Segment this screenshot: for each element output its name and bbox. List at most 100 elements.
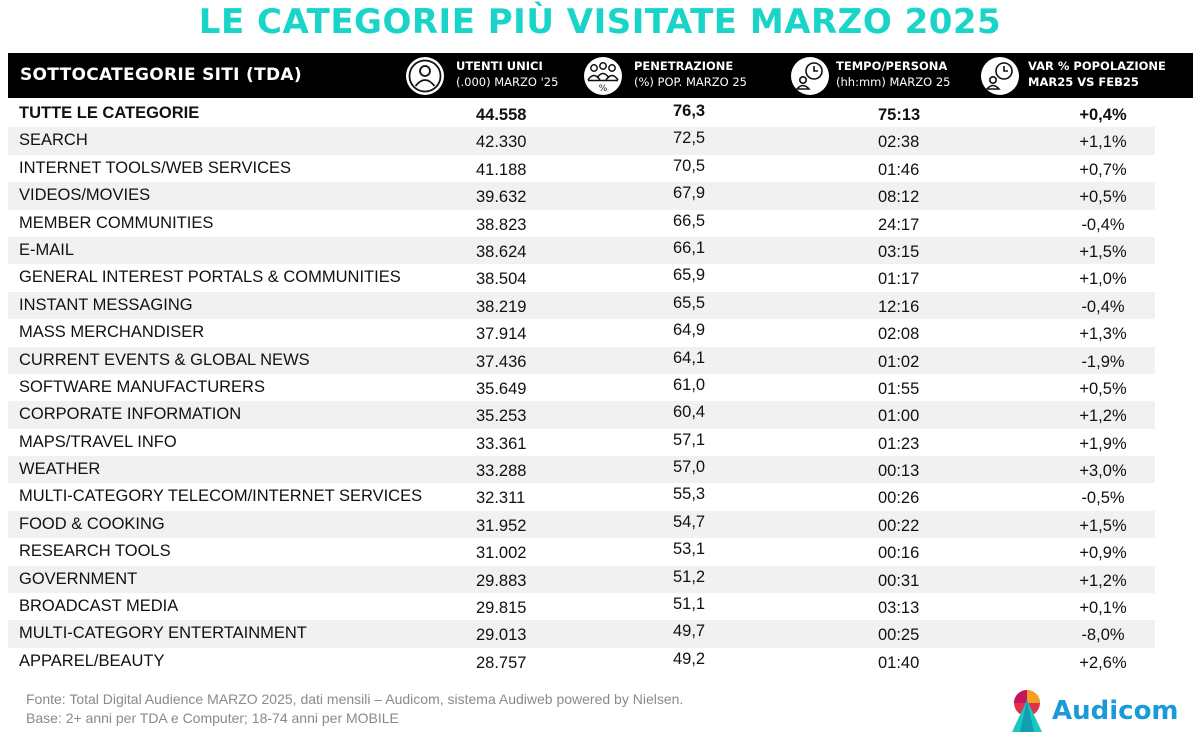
penetration: 57,1 [673, 430, 706, 449]
penetration: 65,5 [673, 293, 706, 312]
population-variation: +2,6% [1079, 653, 1127, 672]
time-per-person: 01:55 [878, 379, 920, 398]
population-variation: +0,9% [1079, 544, 1127, 563]
time-per-person: 00:31 [878, 571, 920, 590]
table-row: SEARCH 42.330 72,5 02:38 +1,1% [8, 127, 1155, 155]
population-variation: +0,7% [1079, 160, 1127, 179]
category-name: BROADCAST MEDIA [19, 597, 179, 616]
table-row: INSTANT MESSAGING 38.219 65,5 12:16 -0,4% [8, 291, 1155, 320]
unique-users: 41.188 [476, 160, 527, 179]
penetration: 60,4 [673, 403, 706, 422]
category-name: SOFTWARE MANUFACTURERS [19, 377, 265, 396]
unique-users: 28.757 [476, 653, 527, 672]
penetration: 55,3 [673, 485, 706, 504]
table-row: GENERAL INTEREST PORTALS & COMMUNITIES 38… [8, 264, 1155, 291]
category-name: VIDEOS/MOVIES [19, 186, 151, 205]
population-variation: +1,2% [1079, 571, 1127, 590]
penetration: 72,5 [673, 129, 706, 148]
category-name: MASS MERCHANDISER [19, 323, 205, 342]
unique-users: 38.219 [476, 297, 527, 316]
category-name: GOVERNMENT [19, 569, 138, 588]
page-title: LE CATEGORIE PIÙ VISITATE MARZO 2025 [198, 2, 1002, 42]
population-variation: +0,1% [1079, 599, 1127, 618]
table-row: APPAREL/BEAUTY 28.757 49,2 01:40 +2,6% [8, 648, 1155, 675]
population-variation: +1,5% [1079, 516, 1127, 535]
table-row: TUTTE LE CATEGORIE 44.558 76,3 75:13 +0,4% [8, 100, 1155, 127]
population-variation: +1,5% [1079, 242, 1127, 261]
clock-user-icon [783, 53, 837, 98]
unique-users: 29.815 [476, 599, 527, 618]
category-name: MULTI-CATEGORY ENTERTAINMENT [19, 624, 307, 643]
unique-users: 38.504 [476, 270, 527, 289]
population-variation: +1,0% [1079, 270, 1127, 289]
penetration: 61,0 [673, 375, 706, 394]
time-per-person: 24:17 [878, 215, 920, 234]
penetration: 53,1 [673, 540, 706, 559]
population-variation: +0,4% [1079, 106, 1127, 124]
unique-users: 35.649 [476, 379, 527, 398]
time-per-person: 00:26 [878, 489, 920, 508]
time-per-person: 00:16 [878, 544, 920, 563]
category-name: WEATHER [19, 460, 101, 479]
unique-users: 31.952 [476, 516, 527, 535]
population-variation: +3,0% [1079, 462, 1127, 481]
table-row: FOOD & COOKING 31.952 54,7 00:22 +1,5% [8, 510, 1155, 539]
table-row: VIDEOS/MOVIES 39.632 67,9 08:12 +0,5% [8, 182, 1155, 210]
table-body: TUTTE LE CATEGORIE 44.558 76,3 75:13 +0,4% SE… [8, 100, 1155, 675]
user-icon [398, 53, 452, 98]
category-name: INTERNET TOOLS/WEB SERVICES [19, 158, 292, 177]
unique-users: 33.288 [476, 462, 527, 481]
penetration: 66,5 [673, 211, 706, 230]
unique-users: 31.002 [476, 544, 527, 563]
unique-users: 29.013 [476, 626, 527, 645]
table-row: WEATHER 33.288 57,0 00:13 +3,0% [8, 456, 1155, 484]
penetration: 54,7 [673, 512, 706, 531]
time-per-person: 03:15 [878, 242, 920, 261]
footer-line-source: Fonte: Total Digital Audience MARZO 2025… [26, 691, 684, 707]
category-name: MAPS/TRAVEL INFO [19, 432, 177, 451]
header-variation: VAR % POPOLAZIONE MAR25 VS FEB25 [1028, 59, 1166, 89]
unique-users: 32.311 [476, 489, 526, 508]
time-per-person: 01:17 [878, 270, 920, 289]
table-row: MAPS/TRAVEL INFO 33.361 57,1 01:23 +1,9% [8, 429, 1155, 456]
table-row: RESEARCH TOOLS 31.002 53,1 00:16 +0,9% [8, 538, 1155, 565]
category-name: SEARCH [19, 131, 88, 150]
penetration: 49,2 [673, 649, 706, 668]
penetration: 76,3 [673, 102, 706, 120]
category-name: E-MAIL [19, 240, 75, 259]
svg-text:%: % [599, 84, 608, 94]
population-variation: +1,3% [1079, 325, 1127, 344]
penetration: 51,1 [673, 595, 706, 614]
time-per-person: 02:38 [878, 133, 920, 152]
time-per-person: 01:23 [878, 434, 920, 453]
time-per-person: 00:22 [878, 516, 920, 535]
penetration: 67,9 [673, 184, 706, 203]
time-per-person: 01:46 [878, 160, 920, 179]
table-row: GOVERNMENT 29.883 51,2 00:31 +1,2% [8, 565, 1155, 594]
time-per-person: 03:13 [878, 599, 920, 618]
category-name: MULTI-CATEGORY TELECOM/INTERNET SERVICES [19, 487, 423, 506]
penetration: 66,1 [673, 238, 706, 257]
population-variation: +1,9% [1079, 434, 1127, 453]
penetration: 65,9 [673, 266, 706, 285]
penetration: 49,7 [673, 622, 706, 641]
unique-users: 38.624 [476, 242, 527, 261]
group-percent-icon: % [576, 53, 630, 98]
category-name: CORPORATE INFORMATION [19, 405, 242, 424]
table-row: E-MAIL 38.624 66,1 03:15 +1,5% [8, 236, 1155, 265]
population-variation: +1,1% [1079, 133, 1127, 152]
time-per-person: 01:00 [878, 407, 920, 426]
penetration: 64,9 [673, 321, 706, 340]
population-variation: +0,5% [1079, 379, 1127, 398]
logo-text: Audicom [1052, 696, 1179, 726]
category-name: TUTTE LE CATEGORIE [19, 104, 200, 122]
population-variation: -0,4% [1081, 215, 1125, 234]
header-users: UTENTI UNICI (.000) MARZO '25 [456, 59, 559, 89]
population-variation: -1,9% [1081, 352, 1125, 371]
table-row: MULTI-CATEGORY ENTERTAINMENT 29.013 49,7 00… [8, 620, 1155, 648]
time-per-person: 00:13 [878, 462, 920, 481]
audicom-logo-icon [1012, 690, 1042, 732]
table-row: MASS MERCHANDISER 37.914 64,9 02:08 +1,3% [8, 319, 1155, 346]
population-variation: +0,5% [1079, 188, 1127, 207]
unique-users: 39.632 [476, 188, 527, 207]
